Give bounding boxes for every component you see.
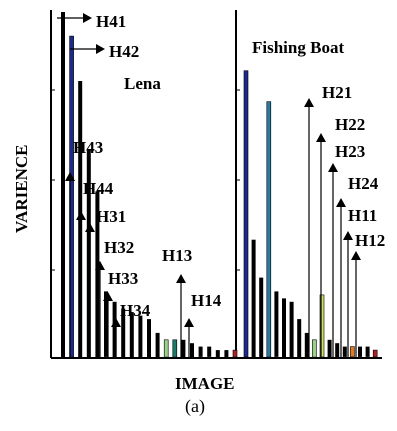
bar-fishing-boat-6 <box>282 298 286 358</box>
bar-lena-9 <box>129 312 134 357</box>
panel-label-lena: Lena <box>124 74 161 93</box>
bar-lena-5 <box>95 191 100 357</box>
arrow-head-h43 <box>65 172 75 181</box>
y-axis-title: VARIENCE <box>12 145 31 234</box>
annotation-label-h31: H31 <box>96 207 126 226</box>
bar-lena-8 <box>121 308 126 357</box>
bar-fishing-boat-4 <box>266 101 272 358</box>
arrow-head-h44 <box>76 211 86 220</box>
bar-fishing-boat-11 <box>319 294 325 358</box>
bars-group-fishing-boat <box>243 70 378 358</box>
bar-fishing-boat-18 <box>372 349 378 358</box>
annotation-label-h43: H43 <box>73 138 103 157</box>
bar-fishing-boat-16 <box>358 346 362 357</box>
bar-fishing-boat-14 <box>342 346 347 357</box>
annotation-label-h22: H22 <box>335 115 365 134</box>
annotation-label-h11: H11 <box>348 206 377 225</box>
bar-lena-13 <box>163 339 169 358</box>
arrow-head-h24 <box>336 198 346 207</box>
arrow-head-h12 <box>351 251 361 260</box>
bar-fishing-boat-5 <box>274 291 279 357</box>
annotation-label-h41: H41 <box>96 12 126 31</box>
bar-fishing-boat-17 <box>365 346 370 357</box>
annotation-label-h24: H24 <box>348 174 379 193</box>
arrow-head-h31 <box>85 223 95 232</box>
annotation-label-h14: H14 <box>191 291 222 310</box>
bar-lena-7 <box>112 301 117 357</box>
annotation-arrows <box>57 13 361 357</box>
arrow-head-h33 <box>103 292 113 301</box>
bar-lena-10 <box>138 315 143 357</box>
annotation-label-h12: H12 <box>355 231 385 250</box>
arrow-head-h41 <box>83 13 92 23</box>
arrow-head-h42 <box>96 44 105 54</box>
annotation-label-h13: H13 <box>162 246 192 265</box>
annotation-label-h33: H33 <box>108 269 138 288</box>
bar-fishing-boat-8 <box>297 319 302 358</box>
bar-lena-19 <box>215 350 220 357</box>
bar-lena-14 <box>172 339 178 358</box>
bar-fishing-boat-13 <box>335 343 340 357</box>
annotation-label-h42: H42 <box>109 42 139 61</box>
bar-fishing-boat-7 <box>289 301 294 357</box>
arrow-head-h13 <box>176 274 186 283</box>
bar-lena-4 <box>86 150 91 357</box>
annotation-label-h44: H44 <box>83 179 114 198</box>
arrow-head-h23 <box>328 163 338 172</box>
x-axis-title: IMAGE <box>175 374 235 393</box>
bar-lena-21 <box>232 349 238 358</box>
bar-fishing-boat-10 <box>312 339 317 358</box>
arrow-head-h11 <box>343 231 353 240</box>
bar-lena-15 <box>181 339 186 358</box>
bar-fishing-boat-9 <box>304 332 309 358</box>
figure-caption: (a) <box>185 396 205 417</box>
arrow-head-h21 <box>304 98 314 107</box>
bar-lena-17 <box>198 346 203 357</box>
annotation-label-h21: H21 <box>322 83 352 102</box>
bar-lena-1 <box>61 12 65 357</box>
panel-label-fishing-boat: Fishing Boat <box>252 38 344 57</box>
bar-lena-18 <box>207 346 212 357</box>
bar-fishing-boat-1 <box>243 70 249 358</box>
annotation-label-h34: H34 <box>120 301 151 320</box>
bar-fishing-boat-3 <box>259 277 264 357</box>
arrow-head-h34 <box>111 318 121 327</box>
annotation-label-h23: H23 <box>335 142 365 161</box>
bar-lena-12 <box>155 332 160 358</box>
bar-fishing-boat-12 <box>327 339 332 358</box>
bar-fishing-boat-2 <box>251 239 256 357</box>
arrow-head-h22 <box>316 133 326 142</box>
annotation-label-h32: H32 <box>104 238 134 257</box>
bar-fishing-boat-15 <box>350 346 355 358</box>
arrow-head-h14 <box>184 318 194 327</box>
arrow-head-h32 <box>95 261 105 270</box>
bar-lena-16 <box>190 343 194 357</box>
bar-lena-11 <box>147 319 151 358</box>
bar-lena-20 <box>224 350 229 357</box>
bar-lena-6 <box>104 291 108 357</box>
